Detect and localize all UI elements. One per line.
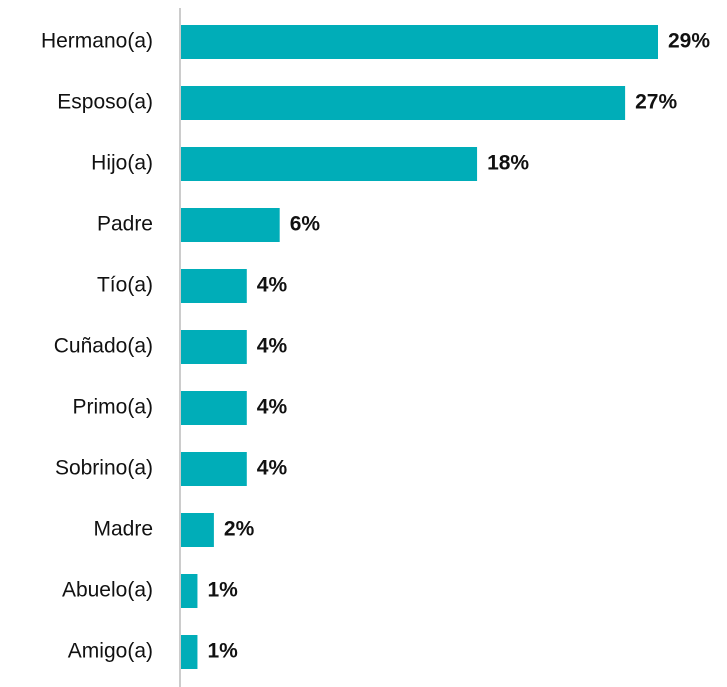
value-label: 4% <box>257 457 288 480</box>
bar <box>181 574 198 608</box>
bar <box>181 330 247 364</box>
value-label: 6% <box>290 213 321 236</box>
category-label: Primo(a) <box>72 396 153 419</box>
value-label: 4% <box>257 396 288 419</box>
category-label: Sobrino(a) <box>55 457 153 480</box>
value-label: 2% <box>224 518 255 541</box>
value-label: 4% <box>257 335 288 358</box>
bar <box>181 513 214 547</box>
value-label: 1% <box>207 640 238 663</box>
category-label: Cuñado(a) <box>54 335 153 358</box>
bar <box>181 25 658 59</box>
value-label: 4% <box>257 274 288 297</box>
bar <box>181 269 247 303</box>
category-label: Tío(a) <box>97 274 153 297</box>
category-label: Madre <box>93 518 153 541</box>
bar <box>181 147 478 181</box>
category-label: Hijo(a) <box>91 152 153 175</box>
bar <box>181 391 247 425</box>
bar <box>181 635 198 669</box>
category-label: Amigo(a) <box>68 640 153 663</box>
category-label: Esposo(a) <box>57 91 153 114</box>
value-label: 1% <box>207 579 238 602</box>
category-label: Padre <box>97 213 153 236</box>
bar <box>181 86 626 120</box>
bar <box>181 208 280 242</box>
category-label: Abuelo(a) <box>62 579 153 602</box>
value-label: 27% <box>635 91 677 114</box>
value-label: 29% <box>668 30 710 53</box>
bar <box>181 452 247 486</box>
value-label: 18% <box>487 152 529 175</box>
category-label: Hermano(a) <box>41 30 153 53</box>
